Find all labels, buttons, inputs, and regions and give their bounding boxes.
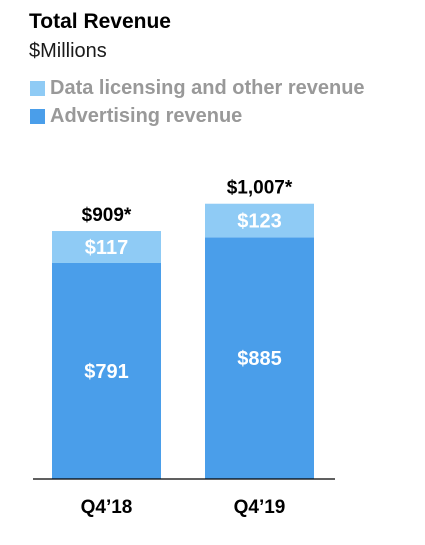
legend-item-data-licensing: Data licensing and other revenue [30,74,365,102]
bar-segment-data-licensing-2 [205,203,314,238]
legend-swatch-advertising [30,108,45,124]
chart-title: Total Revenue [29,10,171,33]
bar-value-label-data-licensing-1: $117 [85,237,128,259]
bar-total-label-1: $909* [82,205,132,226]
legend-item-advertising: Advertising revenue [30,102,365,130]
legend-label-data-licensing: Data licensing and other revenue [50,76,365,99]
bar-value-label-advertising-2: $885 [237,348,282,370]
bar-segment-advertising-2 [205,237,314,479]
bar-value-label-advertising-1: $791 [84,361,129,383]
legend-label-advertising: Advertising revenue [50,104,243,127]
bar-value-label-data-licensing-2: $123 [237,211,282,233]
bar-segment-data-licensing-1 [52,231,161,263]
bar-total-label-2: $1,007* [227,178,293,199]
x-tick-label-2: Q4’19 [234,497,286,518]
legend-swatch-data-licensing [30,80,45,96]
x-tick-label-1: Q4’18 [81,497,133,518]
bar-segment-advertising-1 [52,262,161,479]
chart-subtitle: $Millions [29,40,107,62]
legend: Data licensing and other revenue Adverti… [30,74,365,130]
